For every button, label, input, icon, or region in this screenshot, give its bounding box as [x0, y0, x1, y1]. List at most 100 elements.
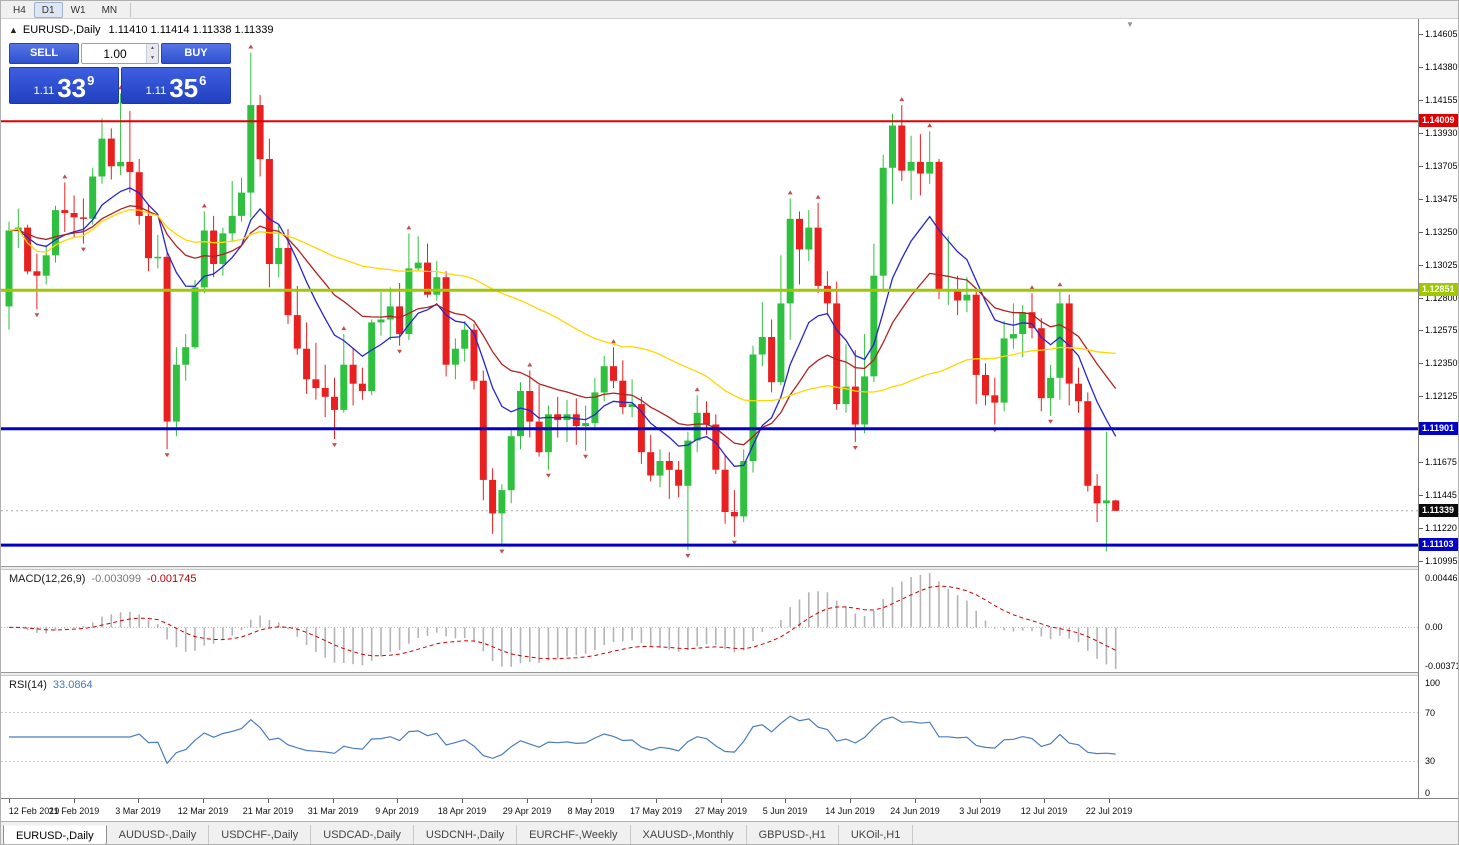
price-axis-tick [1419, 528, 1423, 529]
candle [479, 380, 487, 480]
sell-button[interactable]: SELL [9, 43, 79, 64]
main-chart-canvas[interactable] [1, 19, 1418, 566]
candle [1084, 401, 1092, 486]
date-axis-label: 3 Jul 2019 [959, 806, 1001, 816]
price-axis-label: 1.11675 [1425, 457, 1457, 467]
candle [786, 218, 794, 304]
sell-price-button[interactable]: 1.11 33 9 [9, 67, 119, 104]
panel-splitter[interactable] [1, 672, 1458, 676]
candle [377, 319, 385, 323]
price-axis-label: 1.13705 [1425, 161, 1458, 171]
candle [451, 348, 459, 365]
date-axis-tick [397, 799, 398, 803]
candle [145, 215, 152, 259]
candle [907, 161, 915, 171]
candle [693, 412, 701, 441]
macd-canvas[interactable] [1, 570, 1418, 672]
date-axis-label: 24 Jun 2019 [890, 806, 940, 816]
macd-signal-value: -0.001745 [146, 573, 197, 585]
candle [182, 347, 190, 365]
candle [489, 479, 497, 514]
date-axis-label: 12 Mar 2019 [177, 806, 229, 816]
price-axis-tick [1419, 133, 1423, 134]
chart-tab-bar: EURUSD-,Daily AUDUSD-,Daily USDCHF-,Dail… [1, 821, 1458, 844]
candle [107, 138, 115, 167]
buy-button[interactable]: BUY [161, 43, 231, 64]
candle [684, 440, 692, 486]
tab-gbpusd-h1[interactable]: GBPUSD-,H1 [747, 825, 839, 844]
rsi-canvas[interactable] [1, 676, 1418, 798]
date-axis-label: 3 Mar 2019 [115, 806, 161, 816]
tab-usdchf-daily[interactable]: USDCHF-,Daily [209, 825, 312, 844]
symbol-label: EURUSD-,Daily [22, 24, 101, 36]
tab-xauusd-monthly[interactable]: XAUUSD-,Monthly [631, 825, 747, 844]
macd-axis-label: -0.00371 [1425, 661, 1459, 671]
date-axis-tick [850, 799, 851, 803]
candle [796, 218, 803, 250]
date-axis-tick [268, 799, 269, 803]
tab-audusd-daily[interactable]: AUDUSD-,Daily [107, 825, 210, 844]
price-axis-tick [1419, 100, 1423, 101]
price-axis-tick [1419, 495, 1423, 496]
candle [331, 396, 338, 410]
candle [414, 262, 422, 269]
candle [851, 386, 859, 425]
date-axis-tick [462, 799, 463, 803]
date-axis-tick [915, 799, 916, 803]
candle [647, 452, 655, 476]
candle [117, 161, 125, 167]
buy-price-button[interactable]: 1.11 35 6 [121, 67, 231, 104]
candle [1065, 303, 1073, 384]
tab-eurusd-daily[interactable]: EURUSD-,Daily [3, 825, 107, 844]
date-axis-tick [1044, 799, 1045, 803]
moving-average-line [8, 205, 1117, 446]
rsi-value: 33.0864 [52, 679, 93, 691]
date-axis[interactable]: 12 Feb 2019 21 Feb 2019 3 Mar 2019 12 Mar 2… [1, 798, 1458, 821]
volume-spin-up-icon[interactable]: ▲ [146, 44, 158, 54]
tab-eurchf-weekly[interactable]: EURCHF-,Weekly [517, 825, 631, 844]
candle [321, 388, 329, 397]
timeframe-button-mn[interactable]: MN [101, 4, 118, 16]
date-axis-label: 17 May 2019 [629, 806, 683, 816]
candle [842, 386, 850, 405]
volume-input[interactable] [82, 44, 158, 63]
chart-shift-marker-icon[interactable]: ▼ [1126, 20, 1134, 29]
price-scale[interactable]: 1.14605 1.14380 1.14155 1.13930 1.13705 1.134… [1418, 19, 1459, 798]
buy-price-pip: 6 [199, 73, 207, 88]
price-axis-label: 1.14605 [1425, 29, 1458, 39]
candle [758, 337, 766, 355]
price-axis-tick [1419, 199, 1423, 200]
fractal-up-icon [694, 387, 700, 392]
macd-value: -0.003099 [91, 573, 141, 585]
candle [42, 255, 50, 276]
fractal-down-icon [164, 453, 170, 458]
candle [954, 290, 962, 301]
one-click-trade-panel: SELL ▲ ▼ BUY 1.11 33 9 1.11 [9, 43, 231, 104]
candle [349, 364, 357, 384]
price-axis-tick [1419, 396, 1423, 397]
price-axis-label: 1.12350 [1425, 358, 1458, 368]
candle [358, 383, 366, 391]
candle [544, 414, 552, 453]
tab-ukoil-h1[interactable]: UKOil-,H1 [839, 825, 914, 844]
panel-splitter[interactable] [1, 566, 1458, 570]
candle [1037, 328, 1045, 399]
macd-signal-line [9, 585, 1116, 660]
trade-panel-collapse-icon[interactable]: ▲ [9, 25, 18, 35]
tab-usdcad-daily[interactable]: USDCAD-,Daily [311, 825, 414, 844]
tab-usdcnh-daily[interactable]: USDCNH-,Daily [414, 825, 518, 844]
candle [554, 414, 562, 421]
timeframe-button-w1[interactable]: W1 [70, 4, 86, 16]
timeframe-button-d1[interactable]: D1 [33, 1, 63, 18]
candle [991, 395, 999, 403]
price-badge: 1.11103 [1419, 538, 1458, 551]
volume-spin-down-icon[interactable]: ▼ [146, 53, 158, 63]
candle [98, 138, 106, 177]
candle [340, 364, 348, 410]
timeframe-button-h4[interactable]: H4 [13, 4, 26, 16]
candle [1009, 334, 1017, 339]
candle [870, 275, 878, 377]
candle [33, 271, 41, 276]
candle [833, 303, 841, 404]
